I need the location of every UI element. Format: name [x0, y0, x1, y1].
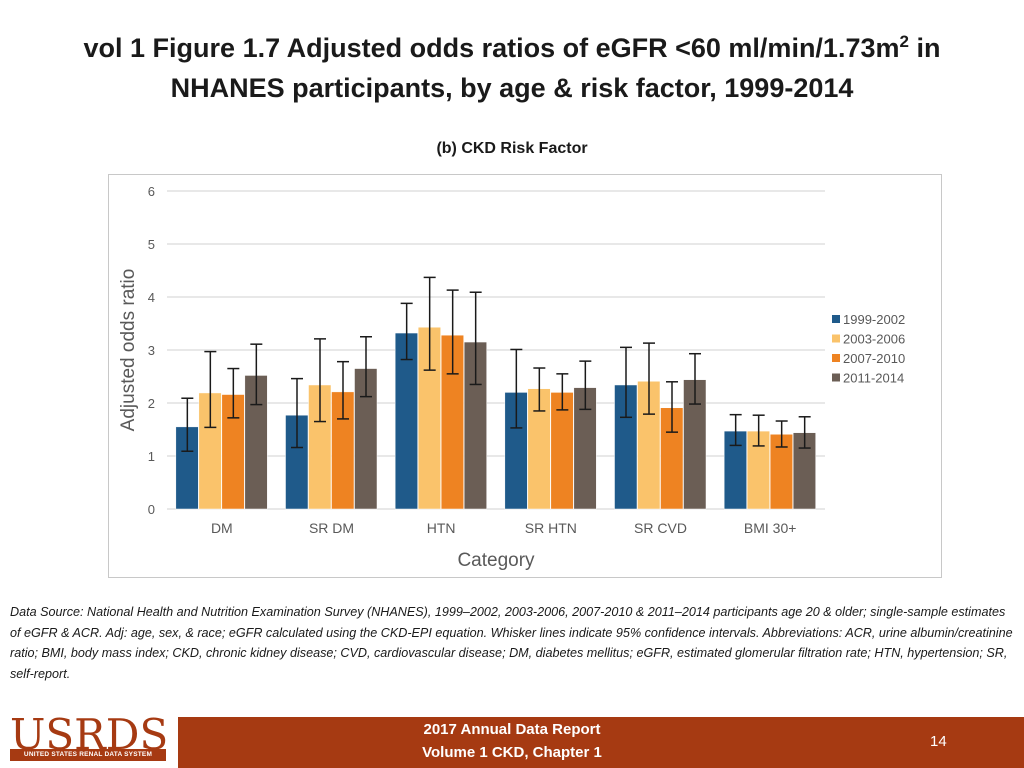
x-tick-label: SR DM	[309, 520, 354, 536]
legend-swatch	[832, 373, 840, 382]
legend-label: 2003-2006	[843, 332, 905, 347]
report-volume: Volume 1 CKD, Chapter 1	[422, 744, 602, 761]
data-source-footnote: Data Source: National Health and Nutriti…	[10, 605, 1013, 681]
legend-swatch	[832, 354, 840, 362]
y-tick-label: 1	[148, 449, 155, 464]
y-tick-label: 5	[148, 237, 155, 252]
logo-subtitle: UNITED STATES RENAL DATA SYSTEM	[10, 749, 166, 761]
legend-label: 1999-2002	[843, 312, 905, 327]
page-number: 14	[930, 733, 947, 750]
y-tick-label: 3	[148, 343, 155, 358]
footer-bar: USRDS UNITED STATES RENAL DATA SYSTEM 20…	[0, 710, 1024, 768]
y-tick-label: 2	[148, 396, 155, 411]
y-axis-title: Adjusted odds ratio	[118, 269, 139, 432]
bar-chart: 0 1 2 3 4 5 6 DM SR DM HTN SR HTN SR CVD BMI 30+ Cate…	[118, 184, 905, 571]
legend-swatch	[832, 334, 840, 343]
report-title: 2017 Annual Data Report	[423, 721, 601, 738]
chart-title: (b) CKD Risk Factor	[436, 140, 588, 157]
y-tick-label: 6	[148, 184, 155, 199]
x-axis-title: Category	[457, 550, 535, 571]
y-tick-label: 0	[148, 502, 155, 517]
x-tick-label: SR CVD	[634, 520, 687, 536]
x-tick-label: HTN	[427, 520, 456, 536]
x-tick-label: DM	[211, 520, 233, 536]
x-tick-label: BMI 30+	[744, 520, 797, 536]
legend-label: 2007-2010	[843, 351, 905, 366]
chart-frame	[108, 174, 942, 578]
y-tick-label: 4	[148, 290, 155, 305]
title-line1: vol 1 Figure 1.7 Adjusted odds ratios of…	[83, 32, 941, 63]
title-line2: NHANES participants, by age & risk facto…	[170, 73, 854, 103]
slide-title: vol 1 Figure 1.7 Adjusted odds ratios of…	[0, 28, 1024, 108]
legend-swatch	[832, 315, 840, 323]
legend-label: 2011-2014	[843, 371, 904, 386]
usrds-logo: USRDS UNITED STATES RENAL DATA SYSTEM	[0, 710, 178, 768]
x-tick-label: SR HTN	[525, 520, 577, 536]
